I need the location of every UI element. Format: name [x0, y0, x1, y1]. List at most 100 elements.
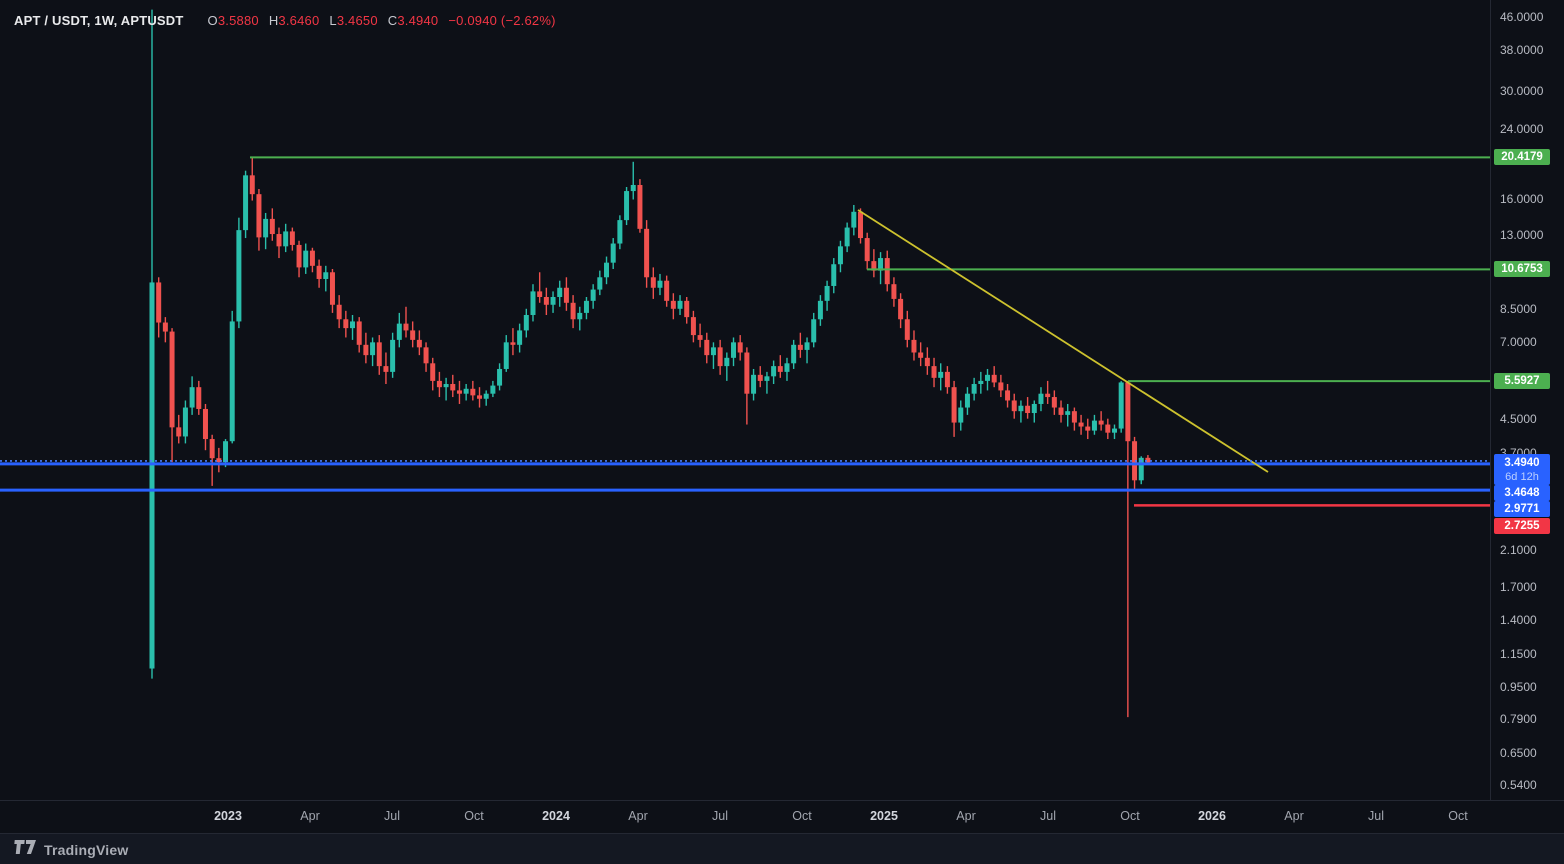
price-line-label-5.5927[interactable]: 5.5927 — [1494, 373, 1550, 389]
close-value: 3.4940 — [397, 13, 439, 28]
price-line-label-2.7255[interactable]: 2.7255 — [1494, 518, 1550, 534]
candle-body — [1038, 393, 1044, 404]
candle-body — [710, 347, 716, 356]
candle-body — [223, 441, 229, 463]
candle-body — [363, 344, 369, 356]
candle-body — [604, 262, 610, 278]
candle-body — [490, 385, 496, 394]
time-axis-label: 2026 — [1198, 809, 1226, 823]
candle-body — [296, 244, 302, 268]
candle-body — [236, 230, 242, 322]
change-value: −0.0940 (−2.62%) — [448, 13, 556, 28]
candle-body — [677, 300, 683, 309]
candle-body — [1018, 405, 1024, 412]
candle-body — [784, 363, 790, 372]
price-axis[interactable]: 46.0000 38.0000 30.0000 24.0000 16.0000 13.00… — [1490, 0, 1564, 800]
time-axis-label: Apr — [956, 809, 976, 823]
candle-body — [497, 368, 503, 386]
current-price-value: 3.4940 — [1504, 456, 1540, 469]
low-label: L — [329, 13, 337, 28]
candle-body — [1085, 426, 1091, 431]
candle-body — [1071, 411, 1077, 423]
price-tick-label: 38.0000 — [1500, 43, 1544, 57]
candle-body — [430, 363, 436, 381]
candle-body — [1058, 407, 1064, 415]
candle-body — [624, 191, 630, 221]
high-value: 3.6460 — [278, 13, 320, 28]
candle-body — [630, 184, 636, 192]
trendline[interactable] — [857, 209, 1269, 473]
candle-body — [383, 366, 389, 372]
candle-body — [289, 231, 295, 245]
price-tick-label: 2.1000 — [1500, 543, 1537, 558]
candle-body — [771, 366, 777, 377]
price-tick-label: 7.0000 — [1500, 335, 1537, 350]
price-line-label-20.4179[interactable]: 20.4179 — [1494, 149, 1550, 165]
symbol-title[interactable]: APT / USDT, 1W, APTUSDT — [14, 13, 184, 28]
candle-body — [670, 300, 676, 309]
time-axis-label: Jul — [1040, 809, 1056, 823]
candle-body — [844, 227, 850, 247]
candle-body — [971, 384, 977, 394]
tradingview-logo-icon[interactable] — [14, 839, 36, 860]
candle-body — [985, 374, 990, 381]
candle-body — [898, 298, 904, 320]
candle-body — [864, 238, 870, 262]
candle-body — [811, 319, 817, 343]
candle-body — [343, 319, 349, 329]
candle-body — [831, 264, 837, 286]
candle-body — [731, 342, 737, 358]
price-line-label-2.9771[interactable]: 2.9771 — [1494, 501, 1550, 517]
chart-pane[interactable]: APT / USDT, 1W, APTUSDT O3.5880 H3.6460 L3.… — [0, 0, 1490, 800]
price-tick-label: 16.0000 — [1500, 192, 1544, 207]
candle-body — [644, 228, 650, 278]
candle-body — [1091, 420, 1097, 431]
chart-legend[interactable]: APT / USDT, 1W, APTUSDT O3.5880 H3.6460 L3.… — [14, 13, 556, 28]
time-axis-label: Jul — [1368, 809, 1384, 823]
candle-body — [563, 287, 569, 303]
candle-body — [196, 387, 202, 409]
price-line-label-3.4648[interactable]: 3.4648 — [1494, 485, 1550, 501]
candle-body — [1025, 405, 1031, 414]
bar-countdown: 6d 12h — [1505, 470, 1539, 483]
candle-body — [416, 339, 422, 348]
candle-body — [403, 323, 409, 331]
candle-body — [390, 339, 396, 372]
time-axis-label: Oct — [1120, 809, 1140, 823]
candle-body — [249, 175, 255, 195]
candle-body — [269, 218, 275, 235]
candle-body — [1105, 424, 1111, 433]
candle-body — [904, 319, 910, 340]
candlestick-canvas[interactable] — [0, 0, 1490, 800]
current-price-label: 3.4940 6d 12h — [1494, 454, 1550, 485]
candle-body — [557, 287, 563, 297]
candle-body — [577, 312, 583, 320]
candle-body — [751, 374, 757, 394]
time-axis-label: Apr — [300, 809, 320, 823]
time-axis-label: Oct — [1448, 809, 1468, 823]
candle-body — [1138, 457, 1144, 481]
open-label: O — [207, 13, 218, 28]
candle-body — [189, 387, 195, 408]
candle-body — [1111, 428, 1117, 433]
time-axis[interactable]: 2023 Apr Jul Oct 2024 Apr Jul Oct 2025 Apr Jul Oct 2… — [0, 800, 1564, 834]
candle-body — [610, 243, 616, 263]
tradingview-brand-text[interactable]: TradingView — [44, 841, 129, 858]
candle-body — [176, 427, 182, 437]
candle-body — [931, 366, 937, 378]
price-tick-label: 24.0000 — [1500, 122, 1544, 137]
candle-body — [637, 184, 643, 229]
candle-body — [918, 352, 924, 358]
candle-body — [263, 218, 269, 238]
price-tick-label: 0.6500 — [1500, 746, 1537, 761]
candle-body — [182, 407, 188, 437]
time-axis-label: Apr — [628, 809, 648, 823]
price-line-label-10.6753[interactable]: 10.6753 — [1494, 261, 1550, 277]
candle-body — [858, 211, 864, 239]
candle-body — [583, 300, 589, 313]
candle-body — [156, 282, 162, 323]
candle-body — [336, 304, 342, 320]
candle-body — [162, 322, 168, 332]
candle-body — [316, 265, 322, 279]
candle-body — [884, 258, 890, 285]
